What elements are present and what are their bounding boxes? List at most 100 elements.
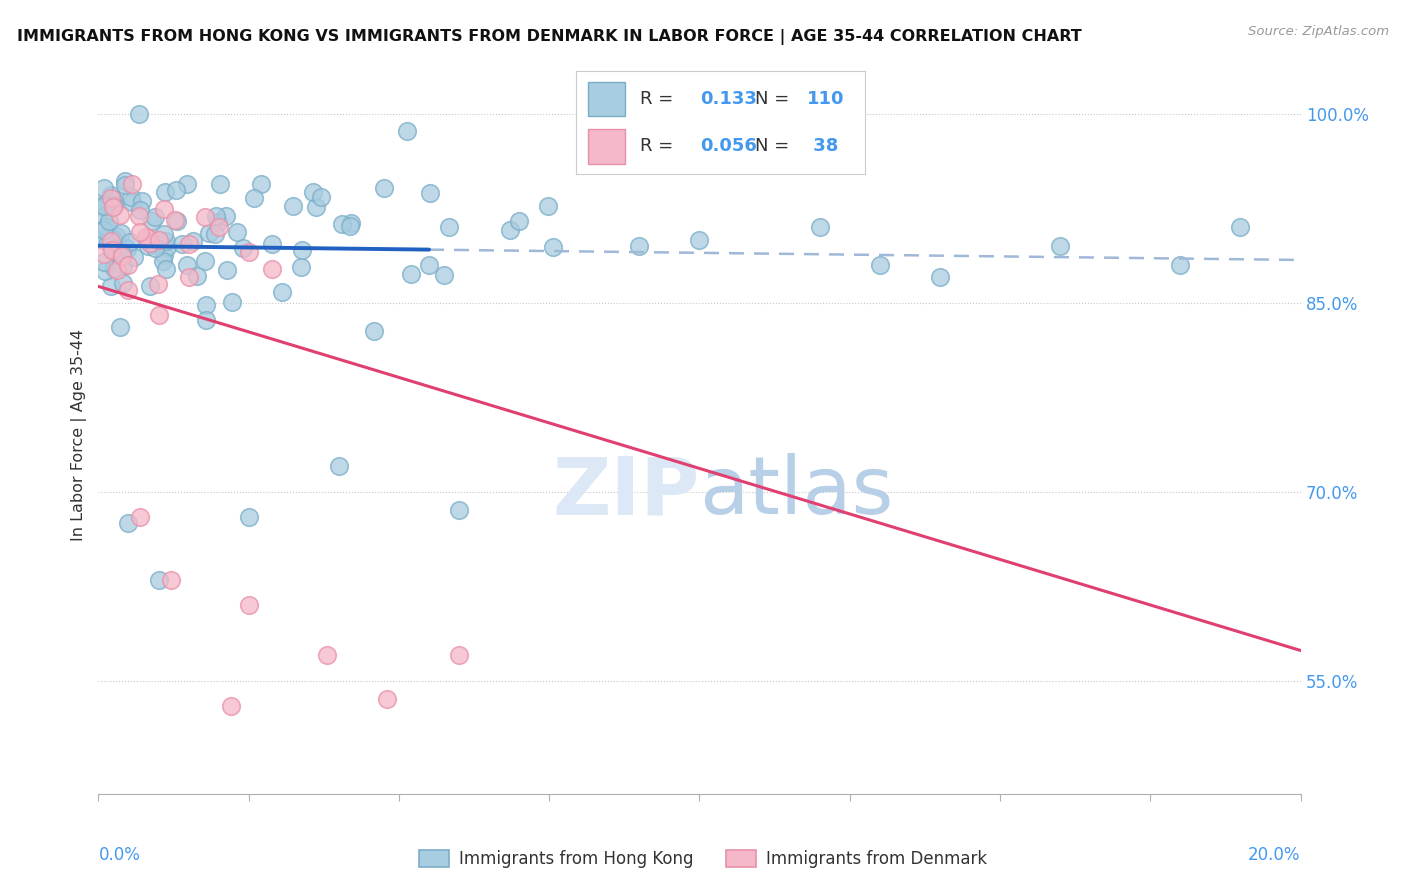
Point bbox=[111, 249, 134, 263]
Point bbox=[419, 186, 441, 200]
Point bbox=[155, 261, 177, 276]
Point bbox=[418, 258, 440, 272]
Point bbox=[104, 229, 127, 244]
Point bbox=[117, 516, 139, 530]
Point bbox=[179, 236, 201, 251]
Point bbox=[103, 199, 125, 213]
Point bbox=[143, 241, 166, 255]
Point bbox=[929, 270, 952, 285]
Point bbox=[105, 263, 128, 277]
Point bbox=[260, 236, 283, 251]
Point bbox=[499, 223, 522, 237]
Point bbox=[215, 210, 238, 224]
Text: Source: ZipAtlas.com: Source: ZipAtlas.com bbox=[1249, 25, 1389, 38]
Point bbox=[373, 181, 395, 195]
Point bbox=[135, 229, 157, 244]
Point bbox=[217, 263, 239, 277]
Point bbox=[177, 270, 200, 285]
Point bbox=[399, 267, 422, 281]
Point bbox=[170, 237, 193, 252]
Point bbox=[194, 211, 217, 225]
Point bbox=[141, 214, 163, 228]
Point bbox=[688, 233, 710, 247]
Point bbox=[129, 509, 152, 524]
Point bbox=[238, 598, 260, 612]
Point bbox=[141, 236, 163, 251]
Point bbox=[120, 189, 142, 203]
Text: N =: N = bbox=[755, 90, 789, 108]
Point bbox=[195, 298, 218, 312]
Point bbox=[93, 197, 115, 211]
Text: 110: 110 bbox=[807, 90, 845, 108]
Point bbox=[304, 200, 326, 214]
Point bbox=[101, 244, 124, 258]
Text: 0.133: 0.133 bbox=[700, 90, 758, 108]
Point bbox=[117, 283, 139, 297]
Point bbox=[94, 264, 117, 278]
Point bbox=[128, 209, 150, 223]
Text: IMMIGRANTS FROM HONG KONG VS IMMIGRANTS FROM DENMARK IN LABOR FORCE | AGE 35-44 : IMMIGRANTS FROM HONG KONG VS IMMIGRANTS … bbox=[17, 29, 1081, 45]
Point bbox=[148, 277, 170, 291]
Text: 0.056: 0.056 bbox=[700, 137, 758, 155]
Point bbox=[117, 258, 139, 272]
Point bbox=[112, 259, 135, 273]
Point bbox=[101, 192, 124, 206]
Point bbox=[290, 260, 312, 274]
Point bbox=[100, 191, 122, 205]
Point bbox=[243, 192, 266, 206]
Point bbox=[309, 190, 332, 204]
Point bbox=[112, 277, 135, 291]
Point bbox=[271, 285, 294, 300]
Point bbox=[315, 648, 337, 663]
Point bbox=[183, 234, 205, 248]
Point bbox=[330, 217, 353, 231]
Point bbox=[103, 245, 125, 260]
Point bbox=[232, 241, 254, 255]
Point bbox=[238, 245, 260, 260]
Point bbox=[114, 178, 136, 192]
Point bbox=[176, 177, 198, 191]
Point bbox=[262, 261, 284, 276]
Point bbox=[340, 216, 363, 230]
Point bbox=[122, 250, 145, 264]
Point bbox=[166, 214, 188, 228]
Point bbox=[283, 199, 305, 213]
Point bbox=[186, 269, 208, 284]
Point bbox=[447, 648, 470, 663]
Point bbox=[205, 209, 228, 223]
Bar bbox=[588, 81, 626, 117]
Point bbox=[101, 198, 124, 212]
Point bbox=[108, 320, 131, 334]
Point bbox=[159, 573, 181, 587]
Point bbox=[121, 194, 143, 209]
Point bbox=[93, 222, 115, 236]
Point bbox=[869, 258, 891, 272]
Point bbox=[209, 178, 232, 192]
Point bbox=[93, 199, 115, 213]
Point bbox=[93, 181, 115, 195]
Point bbox=[110, 208, 132, 222]
Point bbox=[136, 239, 159, 253]
Point bbox=[165, 183, 187, 197]
Point bbox=[433, 268, 456, 282]
Point bbox=[176, 258, 198, 272]
Point bbox=[148, 573, 170, 587]
Point bbox=[100, 187, 122, 202]
Point bbox=[93, 233, 115, 247]
Point bbox=[447, 503, 470, 517]
Point bbox=[153, 202, 176, 216]
Text: ZIP: ZIP bbox=[553, 453, 699, 532]
Point bbox=[103, 200, 125, 214]
Point bbox=[339, 219, 361, 233]
Point bbox=[396, 123, 419, 137]
Legend: Immigrants from Hong Kong, Immigrants from Denmark: Immigrants from Hong Kong, Immigrants fr… bbox=[412, 843, 994, 875]
Point bbox=[131, 194, 153, 209]
Point bbox=[439, 220, 461, 235]
Point bbox=[541, 240, 564, 254]
Point bbox=[139, 279, 162, 293]
Point bbox=[100, 234, 122, 248]
Point bbox=[129, 202, 152, 217]
Point bbox=[97, 235, 120, 250]
Bar bbox=[588, 128, 626, 163]
Point bbox=[219, 698, 242, 713]
